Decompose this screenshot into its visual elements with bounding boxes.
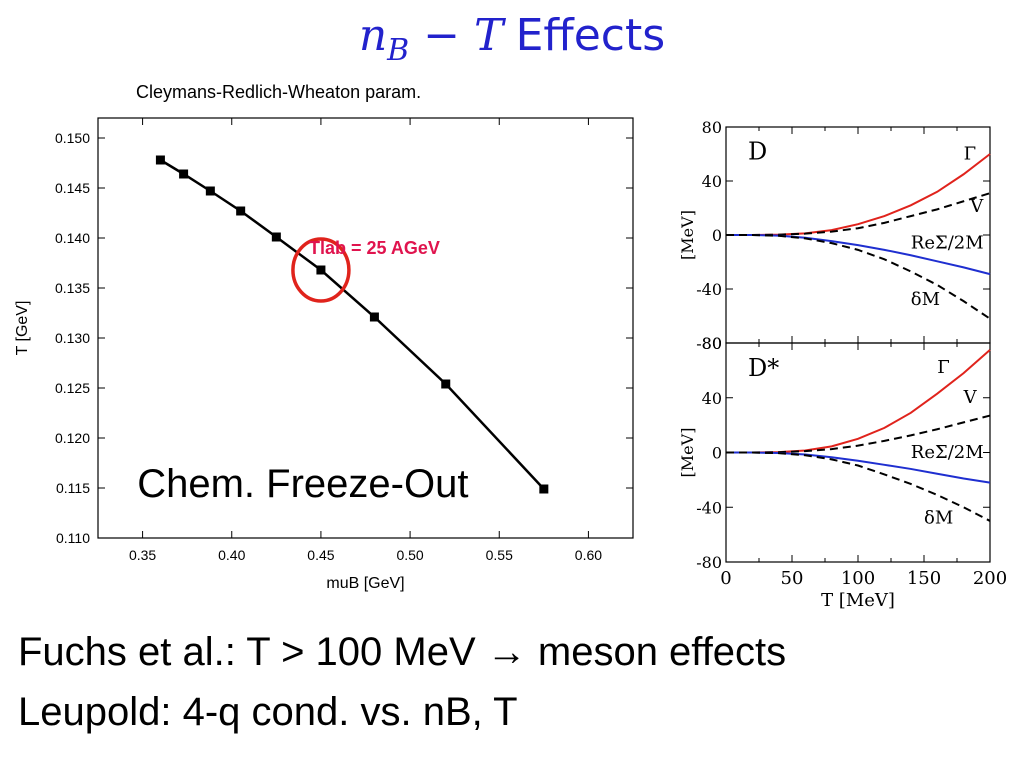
y-tick-label: 0.140: [55, 230, 90, 246]
y-tick-label: 0.110: [56, 530, 90, 546]
bullet-line-2: Leupold: 4-q cond. vs. nB, T: [18, 690, 518, 734]
y-tick-label: 0.130: [55, 330, 90, 346]
panel-dstar-y-tick-label: -80: [696, 553, 722, 572]
y-tick-label: 0.150: [55, 130, 90, 146]
data-point: [155, 155, 165, 165]
y-tick-label: 0.125: [55, 380, 90, 396]
panel-d-y-tick-label: 40: [702, 172, 722, 191]
panel-d-y-tick-label: -40: [696, 280, 722, 299]
panel-dstar-x-tick-label: 100: [841, 568, 875, 589]
panel-dstar-y-tick-label: -40: [696, 498, 722, 517]
left-plot-frame: [97, 117, 634, 539]
panel-dstar-y-tick-label: 40: [702, 389, 722, 408]
title-word: Effects: [515, 10, 666, 61]
panel-dstar-x-tick-label: 50: [781, 568, 804, 589]
y-tick-label: 0.120: [55, 430, 90, 446]
panel-dstar-series-label: δM: [924, 508, 953, 529]
panel-dstar-x-tick-label: 0: [720, 568, 731, 589]
y-tick-label: 0.115: [56, 480, 90, 496]
panel-dstar-panel-label: D*: [748, 354, 779, 382]
panel-dstar-y-tick-label: 80: [702, 334, 722, 353]
title-math: nB − T: [358, 10, 504, 68]
y-tick-label: 0.135: [55, 280, 90, 296]
data-point: [205, 186, 215, 196]
x-axis-label: muB [GeV]: [326, 575, 404, 592]
y-tick-label: 0.145: [55, 180, 90, 196]
panel-d-series-label: δM: [911, 289, 940, 310]
tlab-annotation: Tlab = 25 AGeV: [309, 238, 440, 258]
x-tick-label: 0.35: [129, 547, 156, 563]
data-point: [316, 265, 326, 275]
x-tick-label: 0.50: [396, 547, 423, 563]
panel-d-panel-label: D: [748, 137, 767, 165]
panel-d-series-line: [726, 192, 991, 236]
panel-dstar-x-axis-label: T [MeV]: [821, 590, 895, 611]
data-point: [369, 312, 379, 322]
x-tick-label: 0.55: [486, 547, 513, 563]
panel-dstar-series-line: [726, 451, 991, 522]
panel-d-y-axis-label: [MeV]: [678, 210, 697, 260]
x-tick-label: 0.45: [307, 547, 334, 563]
panel-d-series-label: V: [969, 196, 984, 217]
x-tick-label: 0.60: [575, 547, 602, 563]
panel-dstar-x-tick-label: 200: [973, 568, 1007, 589]
x-tick-label: 0.40: [218, 547, 245, 563]
y-axis-label: T [GeV]: [14, 301, 31, 356]
data-point: [236, 206, 246, 216]
panel-dstar-x-tick-label: 150: [907, 568, 941, 589]
data-point: [539, 484, 549, 494]
panel-d-series-label: Γ: [964, 143, 977, 164]
panel-dstar-series-label: ReΣ/2M: [911, 442, 984, 463]
chem-freeze-out-annotation: Chem. Freeze-Out: [137, 462, 468, 506]
panel-dstar-series-label: V: [963, 387, 978, 408]
panel-dstar-series-label: Γ: [937, 357, 950, 378]
panel-dstar-y-axis-label: [MeV]: [678, 428, 697, 478]
panel-d-series-label: ReΣ/2M: [911, 233, 984, 254]
panel-d-series-line: [726, 234, 991, 320]
data-point: [441, 379, 451, 389]
bullet-line-1: Fuchs et al.: T > 100 MeV → meson effect…: [18, 630, 787, 674]
slide-title: nB − T Effects: [0, 10, 1024, 68]
panel-d-y-tick-label: 0: [712, 226, 722, 245]
highlight-circle: [291, 237, 351, 303]
data-point: [179, 169, 189, 179]
chart-subtitle: Cleymans-Redlich-Wheaton param.: [136, 82, 422, 102]
panel-d-y-tick-label: 80: [702, 118, 722, 137]
panel-dstar-y-tick-label: 0: [712, 444, 722, 463]
panel-d-series-line: [726, 153, 991, 236]
panel-d-y-tick-label: -80: [696, 334, 722, 353]
data-point: [271, 232, 281, 242]
freeze-out-line: [159, 158, 545, 490]
